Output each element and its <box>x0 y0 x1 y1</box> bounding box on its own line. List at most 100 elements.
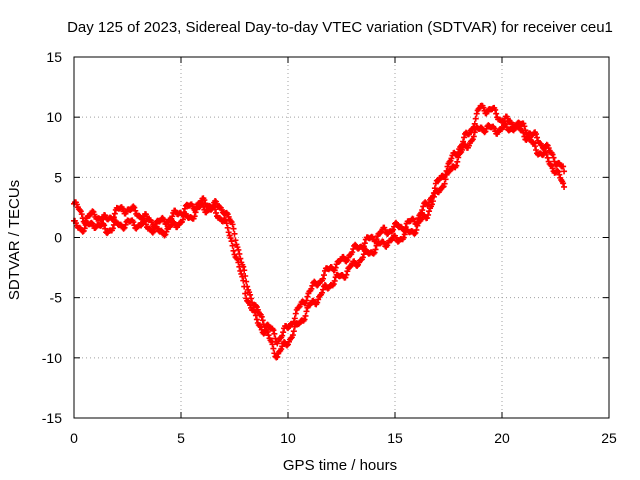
data-point <box>530 139 537 146</box>
data-point <box>543 150 550 157</box>
data-point <box>320 275 327 282</box>
x-tick-label: 20 <box>494 430 510 446</box>
data-point <box>287 335 294 342</box>
x-tick-label: 0 <box>70 430 78 446</box>
data-point <box>213 209 220 216</box>
data-point <box>78 211 85 218</box>
data-point <box>429 198 436 205</box>
data-point <box>544 154 551 161</box>
data-point <box>534 134 541 141</box>
data-point <box>264 328 271 335</box>
data-point <box>426 208 433 215</box>
data-point <box>481 129 488 136</box>
y-tick-label: 15 <box>46 49 62 65</box>
data-point <box>461 134 468 141</box>
data-point <box>279 332 286 339</box>
data-point <box>132 207 139 214</box>
data-point <box>295 304 302 311</box>
data-point <box>303 308 310 315</box>
data-point <box>231 230 238 237</box>
data-point <box>475 105 482 112</box>
data-point <box>457 150 464 157</box>
data-point <box>112 218 119 225</box>
data-point <box>372 246 379 253</box>
y-tick-label: -15 <box>42 410 62 426</box>
data-point <box>270 345 277 352</box>
grid-lines <box>74 57 609 418</box>
data-point <box>122 221 129 228</box>
data-point <box>344 268 351 275</box>
data-point <box>280 329 287 336</box>
data-point <box>400 234 407 241</box>
data-point <box>131 204 138 211</box>
y-tick-label: 0 <box>54 230 62 246</box>
data-point <box>223 220 230 227</box>
data-point <box>460 138 467 145</box>
data-point <box>161 232 168 239</box>
data-point <box>265 332 272 339</box>
data-point <box>373 236 380 243</box>
data-point <box>243 278 250 285</box>
data-point <box>212 206 219 213</box>
data-point <box>471 129 478 136</box>
data-point <box>419 207 426 214</box>
data-point <box>179 216 186 223</box>
data-point <box>412 229 419 236</box>
data-point <box>269 341 276 348</box>
data-point <box>432 180 439 187</box>
data-point <box>252 312 259 319</box>
data-point <box>533 131 540 138</box>
data-point <box>448 155 455 162</box>
data-point <box>109 225 116 232</box>
data-point <box>102 225 109 232</box>
data-point <box>222 217 229 224</box>
x-axis-label: GPS time / hours <box>283 457 397 474</box>
data-point <box>446 168 453 175</box>
data-point <box>560 180 567 187</box>
data-point <box>191 213 198 220</box>
data-point <box>521 123 528 130</box>
data-point <box>331 277 338 284</box>
data-point <box>169 213 176 220</box>
data-point <box>428 201 435 208</box>
data-point <box>459 146 466 153</box>
data-point <box>121 224 128 231</box>
data-point <box>230 247 237 254</box>
data-point <box>101 222 108 229</box>
data-point <box>88 219 95 226</box>
data-point <box>425 211 432 218</box>
data-point <box>271 330 278 337</box>
data-point <box>232 237 239 244</box>
data-point <box>141 217 148 224</box>
data-point <box>253 316 260 323</box>
data-point <box>314 299 321 306</box>
data-point <box>453 162 460 169</box>
data-point <box>424 214 431 221</box>
data-point <box>556 171 563 178</box>
plot-frame <box>73 56 610 419</box>
data-point <box>473 110 480 117</box>
data-point <box>320 286 327 293</box>
data-point <box>492 106 499 113</box>
data-point <box>549 151 556 158</box>
data-point <box>390 226 397 233</box>
data-point <box>493 110 500 117</box>
data-point <box>279 343 286 350</box>
data-point <box>347 263 354 270</box>
y-axis-label: SDTVAR / TECUs <box>6 180 23 300</box>
data-point <box>149 229 156 236</box>
data-point <box>454 158 461 165</box>
data-point <box>469 136 476 143</box>
data-point <box>235 246 242 253</box>
data-point <box>290 328 297 335</box>
data-point <box>236 263 243 270</box>
data-point <box>308 285 315 292</box>
data-point <box>284 342 291 349</box>
y-tick-label: 5 <box>54 169 62 185</box>
data-point <box>320 272 327 279</box>
data-point <box>245 298 252 305</box>
data-point <box>259 317 266 324</box>
data-point <box>413 226 420 233</box>
data-point <box>303 297 310 304</box>
data-point <box>472 115 479 122</box>
